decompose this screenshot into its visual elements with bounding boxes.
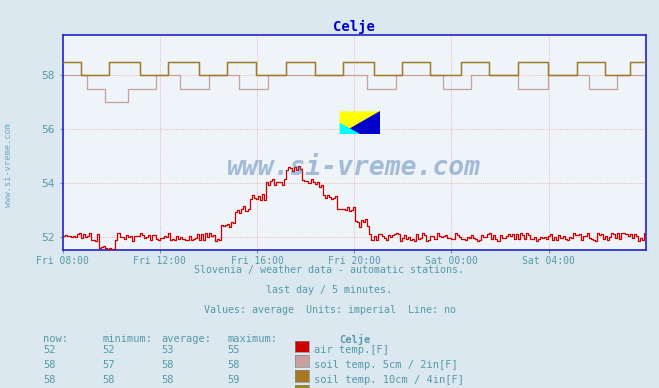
- Text: Slovenia / weather data - automatic stations.: Slovenia / weather data - automatic stat…: [194, 265, 465, 275]
- Text: 58: 58: [161, 360, 174, 370]
- Text: 58: 58: [43, 375, 55, 385]
- Text: www.si-vreme.com: www.si-vreme.com: [227, 156, 481, 182]
- Text: maximum:: maximum:: [227, 334, 277, 345]
- Text: 52: 52: [102, 345, 115, 355]
- Text: www.si-vreme.com: www.si-vreme.com: [4, 123, 13, 207]
- Text: average:: average:: [161, 334, 212, 345]
- Title: Celje: Celje: [333, 20, 375, 34]
- Text: 58: 58: [102, 375, 115, 385]
- Text: 52: 52: [43, 345, 55, 355]
- Text: air temp.[F]: air temp.[F]: [314, 345, 389, 355]
- Text: now:: now:: [43, 334, 68, 345]
- Text: 58: 58: [43, 360, 55, 370]
- Text: 58: 58: [227, 360, 240, 370]
- Polygon shape: [339, 123, 360, 134]
- Text: soil temp. 10cm / 4in[F]: soil temp. 10cm / 4in[F]: [314, 375, 465, 385]
- Text: 59: 59: [227, 375, 240, 385]
- Text: 58: 58: [161, 375, 174, 385]
- Polygon shape: [339, 111, 380, 134]
- Text: last day / 5 minutes.: last day / 5 minutes.: [266, 285, 393, 295]
- Text: 55: 55: [227, 345, 240, 355]
- Polygon shape: [339, 111, 380, 134]
- Text: 57: 57: [102, 360, 115, 370]
- Text: soil temp. 5cm / 2in[F]: soil temp. 5cm / 2in[F]: [314, 360, 458, 370]
- Text: 53: 53: [161, 345, 174, 355]
- Text: Celje: Celje: [339, 334, 370, 345]
- Text: Values: average  Units: imperial  Line: no: Values: average Units: imperial Line: no: [204, 305, 455, 315]
- Text: minimum:: minimum:: [102, 334, 152, 345]
